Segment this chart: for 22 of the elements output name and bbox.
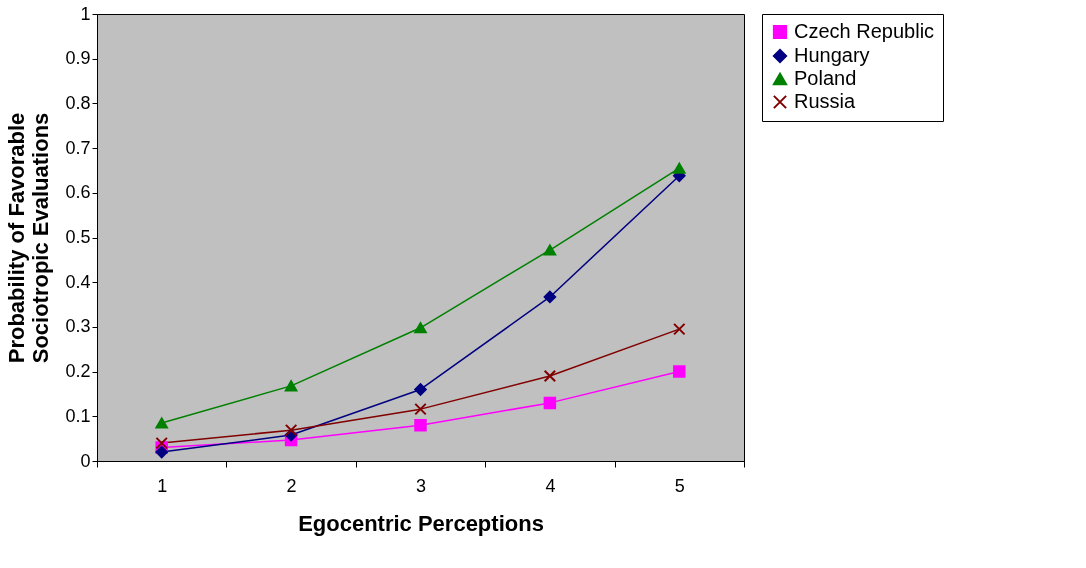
y-tick-label: 0.8 xyxy=(65,92,91,113)
y-tick-label: 0.7 xyxy=(65,137,91,158)
x-tick-label: 1 xyxy=(157,475,168,496)
x-tick-label: 3 xyxy=(415,475,427,496)
legend-label: Poland xyxy=(794,67,857,89)
legend-label: Russia xyxy=(794,90,857,112)
legend-label: Czech Republic xyxy=(794,20,935,42)
y-tick-label: 0.1 xyxy=(65,405,91,426)
y-tick-label: 0.6 xyxy=(65,182,91,203)
x-tick-label: 4 xyxy=(545,475,556,496)
y-axis-title: Probability of Favorable Sociotropic Evaluations xyxy=(4,112,54,364)
x-tick-label: 5 xyxy=(674,475,685,496)
y-tick-label: 0.2 xyxy=(65,361,91,382)
x-axis-title: Egocentric Perceptions xyxy=(298,510,544,536)
y-tick-label: 1 xyxy=(80,3,91,24)
y-tick-label: 0 xyxy=(80,450,91,471)
x-tick-label: 2 xyxy=(286,475,297,496)
legend-label: Hungary xyxy=(794,44,870,66)
y-tick-label: 0.9 xyxy=(65,48,91,69)
y-tick-label: 0.4 xyxy=(65,271,91,292)
y-tick-label: 0.5 xyxy=(65,227,91,247)
y-tick-label: 0.3 xyxy=(65,316,91,337)
